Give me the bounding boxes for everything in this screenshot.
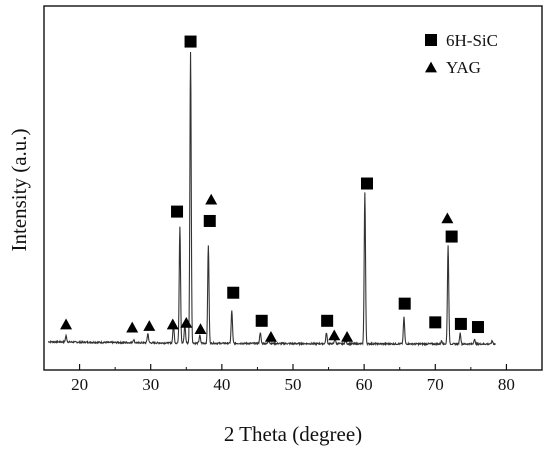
x-tick-label: 20 <box>71 375 88 394</box>
yag-peak-marker <box>60 318 73 330</box>
yag-peak-marker <box>166 318 179 330</box>
yag-peak-marker <box>194 323 207 334</box>
legend-label: YAG <box>446 58 481 77</box>
yag-peak-marker <box>341 331 354 342</box>
sic-peak-marker <box>171 205 184 218</box>
x-tick-label: 30 <box>142 375 159 394</box>
sic-peak-marker <box>454 317 467 330</box>
yag-peak-marker <box>126 321 139 333</box>
yag-peak-marker <box>205 193 218 205</box>
sic-peak-marker <box>360 177 373 190</box>
x-tick-label: 60 <box>356 375 373 394</box>
x-axis-title: 2 Theta (degree) <box>224 422 362 446</box>
sic-peak-marker <box>184 35 197 48</box>
x-axis-ticks: 20 30 40 50 60 70 80 <box>43 364 543 394</box>
sic-peak-marker <box>398 297 411 310</box>
sic-peak-marker <box>203 214 216 227</box>
x-tick-label: 50 <box>285 375 302 394</box>
plot-area <box>48 35 496 347</box>
sic-peak-marker <box>321 314 334 327</box>
yag-peak-marker <box>328 329 341 341</box>
yag-peak-marker <box>264 331 277 342</box>
xrd-trace <box>48 51 496 347</box>
legend-yag-marker <box>425 61 437 73</box>
legend-label: 6H-SiC <box>446 31 498 50</box>
sic-peak-marker <box>429 316 442 329</box>
x-tick-label: 40 <box>213 375 230 394</box>
sic-peak-marker <box>445 230 458 243</box>
x-tick-label: 80 <box>498 375 515 394</box>
sic-peak-marker <box>471 321 484 334</box>
legend-sic-marker <box>425 34 437 46</box>
y-axis-title: Intensity (a.u.) <box>7 128 31 251</box>
sic-peak-marker <box>255 314 268 327</box>
yag-peak-marker <box>441 212 454 224</box>
yag-peak-marker <box>143 320 156 331</box>
legend: 6H-SiC YAG <box>425 31 498 77</box>
x-tick-label: 70 <box>427 375 444 394</box>
sic-peak-marker <box>227 286 240 299</box>
yag-peak-marker <box>180 316 193 328</box>
